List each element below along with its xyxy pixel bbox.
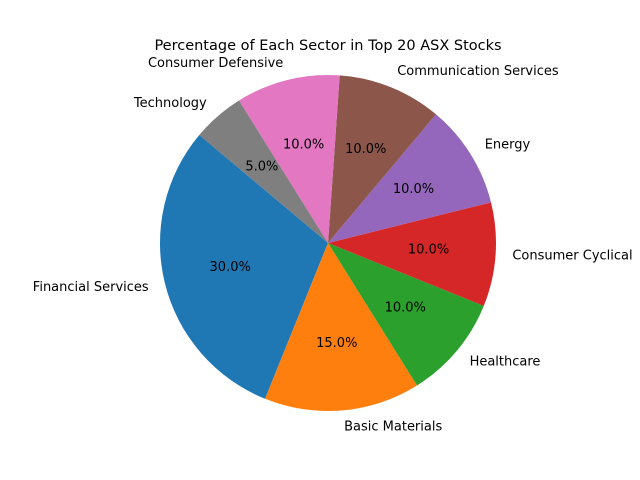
pie-percent-label-basic-materials: 15.0%: [316, 336, 357, 351]
pie-percent-label-consumer-defensive: 10.0%: [283, 138, 324, 153]
chart-title: Percentage of Each Sector in Top 20 ASX …: [154, 38, 501, 54]
pie-percent-labels: 30.0% 15.0% 10.0% 10.0% 10.0% 10.0% 10.0% 5.0%: [210, 138, 450, 351]
pie-slice-healthcare: [328, 243, 484, 386]
pie-category-label-basic-materials: Basic Materials: [344, 420, 442, 435]
pie-percent-label-healthcare: 10.0%: [385, 300, 426, 315]
pie-category-label-energy: Energy: [485, 138, 531, 153]
pie-percent-label-communication-services: 10.0%: [345, 142, 386, 157]
pie-slices: [159, 75, 497, 412]
pie-category-label-communication-services: Communication Services: [397, 64, 559, 79]
pie-percent-label-technology: 5.0%: [245, 159, 278, 174]
pie-category-label-technology: Technology: [133, 96, 207, 111]
pie-category-label-consumer-defensive: Consumer Defensive: [148, 56, 283, 71]
pie-category-labels: Financial Services Basic Materials Healthc…: [33, 56, 633, 434]
pie-category-label-consumer-cyclical: Consumer Cyclical: [512, 248, 632, 263]
pie-slice-consumer-defensive: [238, 75, 340, 243]
pie-slice-energy: [328, 114, 492, 243]
pie-percent-label-energy: 10.0%: [393, 182, 434, 197]
pie-percent-label-financial-services: 30.0%: [210, 260, 251, 275]
pie-slice-basic-materials: [265, 243, 418, 412]
pie-percent-label-consumer-cyclical: 10.0%: [408, 243, 449, 258]
pie-slice-consumer-cyclical: [328, 202, 497, 306]
pie-slice-technology: [199, 100, 328, 243]
pie-slice-financial-services: [159, 135, 328, 399]
pie-category-label-financial-services: Financial Services: [33, 280, 149, 295]
pie-category-label-healthcare: Healthcare: [470, 354, 541, 369]
pie-slice-communication-services: [328, 75, 436, 243]
